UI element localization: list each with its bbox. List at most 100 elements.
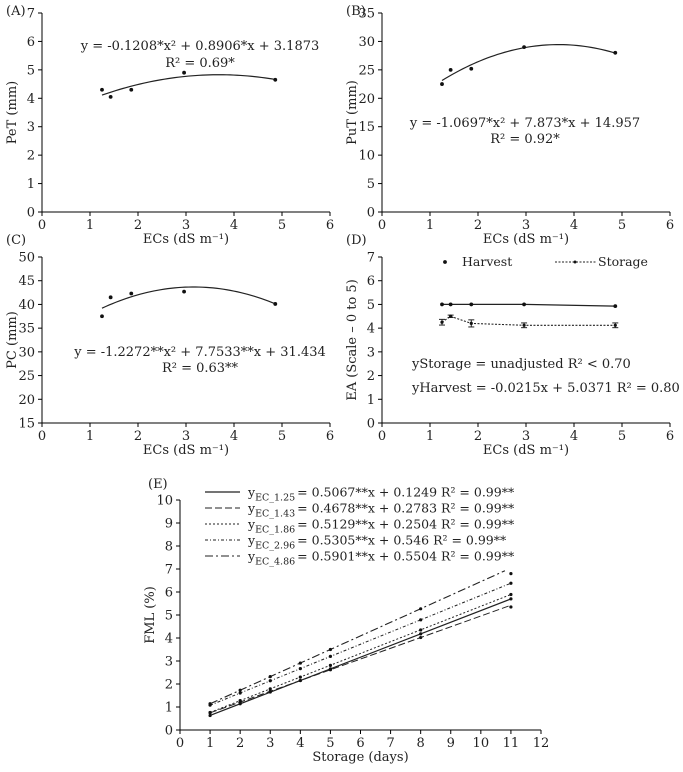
x-tick-label: 0 xyxy=(176,736,184,751)
data-point xyxy=(469,66,474,71)
x-tick-label: 4 xyxy=(230,218,238,233)
harvest-line xyxy=(442,303,616,307)
storage-point xyxy=(440,320,444,324)
y-tick-label: 35 xyxy=(358,7,375,22)
y-tick-label: 3 xyxy=(165,655,173,670)
legend-equation: yEC_4.86 = 0.5901**x + 0.5504 R² = 0.99** xyxy=(247,549,515,568)
data-point xyxy=(419,635,423,640)
y-axis-label: EA (Scale – 0 to 5) xyxy=(345,279,360,401)
x-tick-label: 3 xyxy=(182,218,190,233)
data-point xyxy=(100,314,104,319)
legend-series-name: EC_1.43 xyxy=(255,509,295,520)
x-tick-label: 4 xyxy=(570,429,578,444)
y-tick-label: 2 xyxy=(27,149,35,164)
data-point xyxy=(268,679,272,683)
fit-line-ec_2-96 xyxy=(209,582,512,706)
data-point xyxy=(108,94,113,99)
y-tick-label: 7 xyxy=(165,563,173,578)
x-tick-label: 2 xyxy=(134,429,142,444)
harvest-point xyxy=(613,304,618,308)
legend-storage-label: Storage xyxy=(598,254,648,269)
x-tick-label: 6 xyxy=(326,429,334,444)
x-tick-label: 1 xyxy=(426,218,434,233)
x-tick-label: 6 xyxy=(666,218,674,233)
legend-series-name: EC_1.86 xyxy=(255,525,295,536)
y-tick-label: 9 xyxy=(165,517,173,532)
data-point xyxy=(298,678,302,683)
data-point xyxy=(298,675,302,679)
fit-line-ec_4-86 xyxy=(209,570,506,705)
x-tick-label: 0 xyxy=(378,429,386,444)
x-tick-label: 0 xyxy=(378,218,386,233)
x-tick-label: 2 xyxy=(474,429,482,444)
x-tick-label: 1 xyxy=(426,429,434,444)
y-tick-label: 5 xyxy=(27,63,35,78)
data-point xyxy=(238,691,242,695)
legend-series-equation: = 0.5901**x + 0.5504 R² = 0.99** xyxy=(297,549,515,564)
panel-label: (C) xyxy=(6,233,26,248)
r-squared: R² = 0.69* xyxy=(165,56,235,71)
y-tick-label: 25 xyxy=(18,369,35,384)
data-point xyxy=(268,675,272,679)
y-axis-label: PuT (mm) xyxy=(345,80,360,145)
x-axis-label: ECs (dS m⁻¹) xyxy=(143,232,229,247)
legend-series-equation: = 0.5129**x + 0.2504 R² = 0.99** xyxy=(297,517,515,532)
x-tick-label: 0 xyxy=(38,429,46,444)
y-tick-label: 6 xyxy=(165,586,173,601)
data-point xyxy=(509,572,513,576)
x-tick-label: 8 xyxy=(417,736,425,751)
y-tick-label: 15 xyxy=(358,120,375,135)
y-tick-label: 4 xyxy=(27,92,35,107)
x-tick-label: 2 xyxy=(474,218,482,233)
y-tick-label: 25 xyxy=(358,63,375,78)
x-tick-label: 9 xyxy=(447,736,455,751)
x-tick-label: 11 xyxy=(503,736,520,751)
x-axis-label: ECs (dS m⁻¹) xyxy=(483,232,569,247)
harvest-point xyxy=(448,302,453,307)
data-point xyxy=(419,628,423,632)
storage-point xyxy=(522,323,526,327)
panel-label: (D) xyxy=(346,233,367,248)
y-tick-label: 5 xyxy=(367,298,375,313)
harvest-equation: yHarvest = -0.0215x + 5.0371 R² = 0.80 xyxy=(411,381,680,396)
data-point xyxy=(509,605,513,609)
legend-storage-marker xyxy=(573,260,577,264)
storage-point xyxy=(449,314,453,318)
x-tick-label: 2 xyxy=(134,218,142,233)
y-tick-label: 1 xyxy=(27,177,35,192)
legend-equation: yEC_2.96 = 0.5305**x + 0.546 R² = 0.99** xyxy=(247,533,507,552)
panel-label: (A) xyxy=(6,4,26,19)
y-tick-label: 30 xyxy=(18,345,35,360)
y-tick-label: 0 xyxy=(367,417,375,432)
y-tick-label: 35 xyxy=(18,322,35,337)
legend-harvest-label: Harvest xyxy=(462,254,512,269)
fit-curve xyxy=(441,43,616,82)
data-point xyxy=(268,687,272,691)
panel-d: 0 1 2 3 4 5 6 0 1 2 3 4 5 6 7 ECs (dS m⁻¹) EA (Scale – 0… xyxy=(345,233,680,458)
data-point xyxy=(509,597,513,601)
data-point xyxy=(273,302,278,306)
data-point xyxy=(328,654,333,659)
legend-series-name: EC_4.86 xyxy=(255,557,295,568)
y-tick-label: 20 xyxy=(18,393,35,408)
fit-curve xyxy=(101,74,276,96)
y-tick-label: 45 xyxy=(18,274,35,289)
y-tick-label: 40 xyxy=(18,298,35,313)
y-tick-label: 8 xyxy=(165,540,173,555)
x-axis-label: Storage (days) xyxy=(312,750,408,765)
data-point xyxy=(208,710,212,715)
x-tick-label: 5 xyxy=(326,736,334,751)
x-tick-label: 6 xyxy=(666,429,674,444)
data-point xyxy=(419,607,423,611)
y-tick-label: 7 xyxy=(367,251,375,266)
x-axis-label: ECs (dS m⁻¹) xyxy=(143,443,229,458)
x-tick-label: 12 xyxy=(533,736,550,751)
storage-equation: yStorage = unadjusted R² < 0.70 xyxy=(411,357,631,372)
data-point xyxy=(448,67,453,72)
legend-series-equation: = 0.4678**x + 0.2783 R² = 0.99** xyxy=(297,501,515,516)
y-tick-label: 50 xyxy=(18,251,35,266)
data-point xyxy=(440,82,444,86)
y-tick-label: 20 xyxy=(358,92,375,107)
